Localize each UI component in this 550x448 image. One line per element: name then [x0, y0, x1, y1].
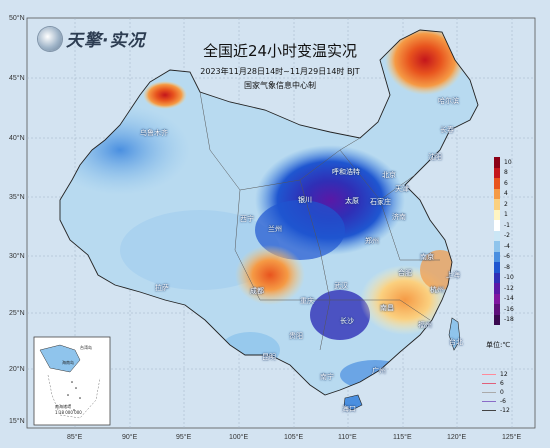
lat-label-15: 15°N: [9, 418, 25, 425]
unit-label: 单位:℃: [486, 341, 511, 349]
lon-label-100: 100°E: [229, 434, 249, 441]
city-label: 呼和浩特: [332, 168, 360, 176]
legend-item: 1: [494, 209, 524, 220]
city-label: 济南: [392, 213, 406, 221]
lon-label-95: 95°E: [176, 434, 192, 441]
lon-label-85: 85°E: [67, 434, 83, 441]
city-label: 武汉: [334, 282, 348, 290]
city-label: 石家庄: [370, 198, 391, 206]
city-label: 海口: [342, 405, 356, 413]
city-label: 杭州: [430, 286, 444, 294]
legend-item: 8: [494, 167, 524, 178]
lat-label-50: 50°N: [9, 15, 25, 22]
issuer-label: 国家气象信息中心制: [244, 81, 316, 90]
lon-label-110: 110°E: [338, 434, 357, 441]
map-subtitle: 2023年11月28日14时~11月29日14时 BJT: [200, 67, 360, 76]
city-label: 南昌: [380, 304, 394, 312]
legend-item: -16: [494, 304, 524, 315]
lat-label-30: 30°N: [9, 253, 25, 260]
province-borders: [199, 91, 440, 351]
map-title: 全国近24小时变温实况: [202, 42, 358, 60]
legend-item: -18: [494, 314, 524, 325]
lat-label-40: 40°N: [9, 135, 25, 142]
city-label: 北京: [382, 171, 396, 179]
legend-item: -10: [494, 272, 524, 283]
city-label: 广州: [372, 367, 386, 375]
logo-text: 天擎·实况: [66, 31, 146, 51]
city-label: 长沙: [340, 317, 354, 325]
inset-coastline: [39, 344, 81, 373]
contour-legend-item: 12: [482, 370, 510, 379]
inset-islands: [67, 381, 81, 411]
lon-label-125: 125°E: [502, 434, 522, 441]
legend-item: -14: [494, 293, 524, 304]
city-label: 太原: [345, 197, 359, 205]
lon-label-115: 115°E: [393, 434, 412, 441]
inset-label: 1:18 000 000: [55, 410, 82, 415]
legend-item: 10: [494, 157, 524, 168]
color-legend: 10 8 6 4 2 1 -1 -2 -4 -6 -8 -10 -12 -14 …: [494, 157, 524, 325]
legend-item: -8: [494, 262, 524, 273]
city-label: 南京: [420, 253, 434, 261]
legend-item: 4: [494, 188, 524, 199]
city-label: 拉萨: [155, 284, 169, 292]
legend-item: 6: [494, 178, 524, 189]
lat-label-20: 20°N: [9, 366, 25, 373]
contour-legend-item: 0: [482, 388, 510, 397]
legend-item: -12: [494, 283, 524, 294]
contour-legend-item: -6: [482, 397, 510, 406]
city-label: 贵阳: [289, 332, 303, 340]
lat-label-25: 25°N: [9, 310, 25, 317]
city-label: 沈阳: [428, 153, 442, 161]
city-label: 上海: [446, 271, 460, 279]
legend-item: -2: [494, 230, 524, 241]
lon-label-105: 105°E: [284, 434, 304, 441]
city-label: 合肥: [398, 269, 412, 277]
contour-legend-item: -12: [482, 406, 510, 415]
city-label: 乌鲁木齐: [140, 129, 168, 137]
lon-label-90: 90°E: [122, 434, 138, 441]
city-label: 南宁: [320, 373, 334, 381]
inset-label: 南海诸岛: [55, 404, 71, 409]
globe-icon: [38, 26, 62, 51]
logo: 天擎·实况: [38, 26, 145, 51]
city-label: 重庆: [300, 297, 314, 305]
city-label: 银川: [298, 196, 312, 204]
inset-label: 台湾岛: [80, 345, 92, 350]
city-label: 福州: [418, 321, 432, 329]
map-border: [26, 17, 536, 429]
city-label: 兰州: [268, 225, 282, 233]
city-label: 西宁: [240, 215, 254, 223]
legend-item: -1: [494, 220, 524, 231]
city-label: 昆明: [262, 353, 276, 361]
contour-legend-item: 6: [482, 379, 510, 388]
city-label: 成都: [250, 287, 264, 295]
city-label: 哈尔滨: [438, 97, 459, 105]
city-label: 台北: [449, 338, 463, 346]
lon-label-120: 120°E: [447, 434, 467, 441]
city-label: 天津: [395, 185, 409, 193]
lat-label-35: 35°N: [9, 194, 25, 201]
china-border: [59, 29, 479, 396]
legend-item: 2: [494, 199, 524, 210]
contour-legend: 12 6 0 -6 -12: [482, 370, 510, 415]
city-label: 郑州: [365, 237, 379, 245]
inset-label: 海南岛: [62, 360, 74, 365]
hainan-island: [343, 394, 363, 411]
city-label: 长春: [440, 126, 454, 134]
legend-item: -6: [494, 251, 524, 262]
taiwan-island: [448, 317, 461, 351]
lat-label-45: 45°N: [9, 75, 25, 82]
legend-item: -4: [494, 241, 524, 252]
